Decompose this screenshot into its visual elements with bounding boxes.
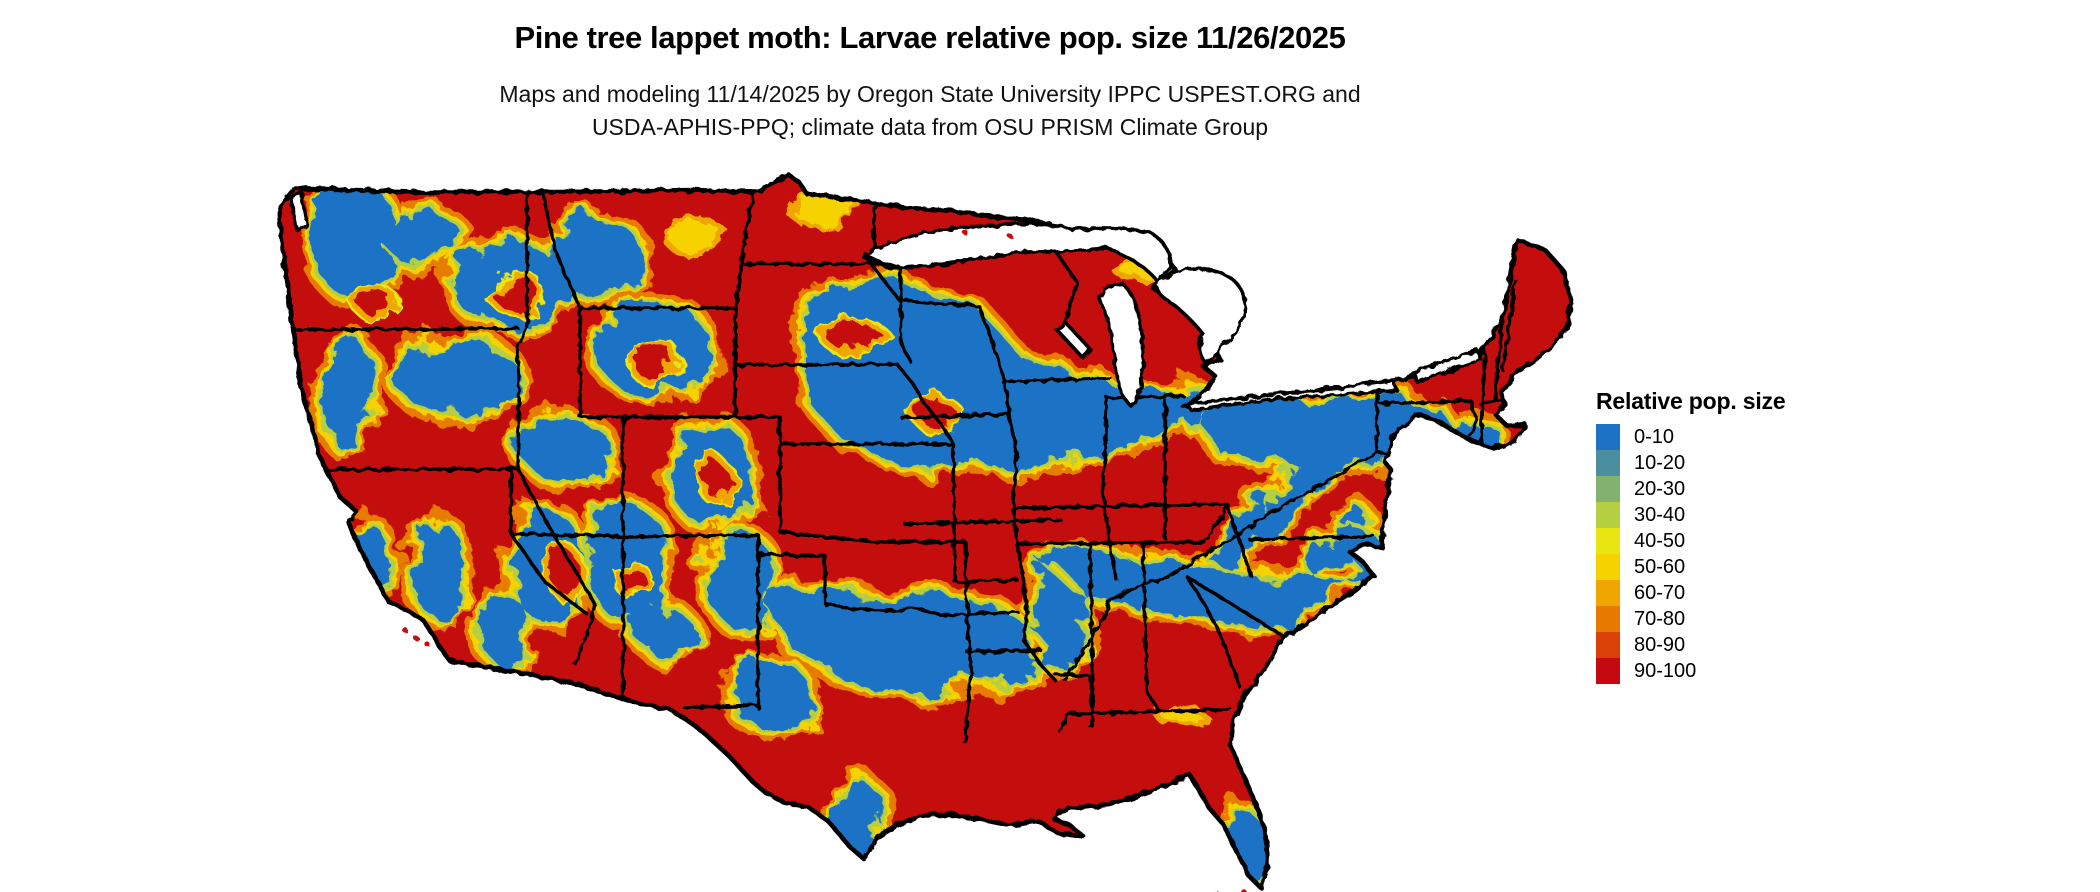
lake-ontario	[1411, 348, 1483, 384]
lake-michigan	[1097, 282, 1146, 408]
legend-swatch	[1596, 476, 1620, 502]
legend-swatch	[1596, 554, 1620, 580]
puget-sound	[289, 190, 309, 232]
legend-item-label: 80-90	[1634, 633, 1686, 656]
legend-item-label: 30-40	[1634, 503, 1686, 526]
lake-superior	[863, 221, 1173, 284]
legend-swatch	[1596, 528, 1620, 554]
green-bay	[1055, 320, 1093, 360]
islands	[402, 229, 1248, 892]
lake-erie	[1185, 378, 1399, 412]
legend-item-label: 40-50	[1634, 529, 1686, 552]
legend-item: 50-60	[1596, 554, 1785, 580]
legend-item: 30-40	[1596, 502, 1785, 528]
legend-swatch	[1596, 658, 1620, 684]
legend-swatch	[1596, 502, 1620, 528]
legend-item-label: 60-70	[1634, 581, 1686, 604]
great-lakes	[289, 190, 1483, 412]
legend-item: 0-10	[1596, 424, 1785, 450]
lake-huron	[1153, 266, 1247, 366]
state-borders	[279, 190, 1517, 744]
legend-swatch	[1596, 580, 1620, 606]
legend-item: 70-80	[1596, 606, 1785, 632]
subtitle-line-1: Maps and modeling 11/14/2025 by Oregon S…	[499, 81, 1361, 107]
us-population-map	[265, 152, 1585, 892]
map-subtitle: Maps and modeling 11/14/2025 by Oregon S…	[0, 78, 1860, 144]
legend-swatch	[1596, 606, 1620, 632]
legend-swatch	[1596, 424, 1620, 450]
legend-swatch	[1596, 632, 1620, 658]
legend-item: 60-70	[1596, 580, 1785, 606]
legend-item-label: 20-30	[1634, 477, 1686, 500]
legend-title: Relative pop. size	[1596, 388, 1786, 414]
legend-item-label: 0-10	[1634, 425, 1675, 448]
legend-items: 0-10 10-20 20-30 30-40 40-50 50-60 60-70 70-80 8…	[1596, 424, 1785, 684]
legend-item: 10-20	[1596, 450, 1785, 476]
us-map-svg	[276, 172, 1574, 892]
legend-item: 40-50	[1596, 528, 1785, 554]
legend-item: 20-30	[1596, 476, 1785, 502]
subtitle-line-2: USDA-APHIS-PPQ; climate data from OSU PR…	[591, 114, 1269, 140]
legend-item-label: 70-80	[1634, 607, 1686, 630]
map-layers	[276, 172, 1574, 892]
legend-item: 90-100	[1596, 658, 1785, 684]
legend-item-label: 50-60	[1634, 555, 1686, 578]
legend-item: 80-90	[1596, 632, 1785, 658]
page-title: Pine tree lappet moth: Larvae relative p…	[514, 20, 1346, 55]
legend-item-label: 10-20	[1634, 451, 1686, 474]
legend-item-label: 90-100	[1634, 659, 1697, 682]
legend-swatch	[1596, 450, 1620, 476]
legend: Relative pop. size 0-10 10-20 20-30 30-40 40…	[1596, 388, 1786, 684]
